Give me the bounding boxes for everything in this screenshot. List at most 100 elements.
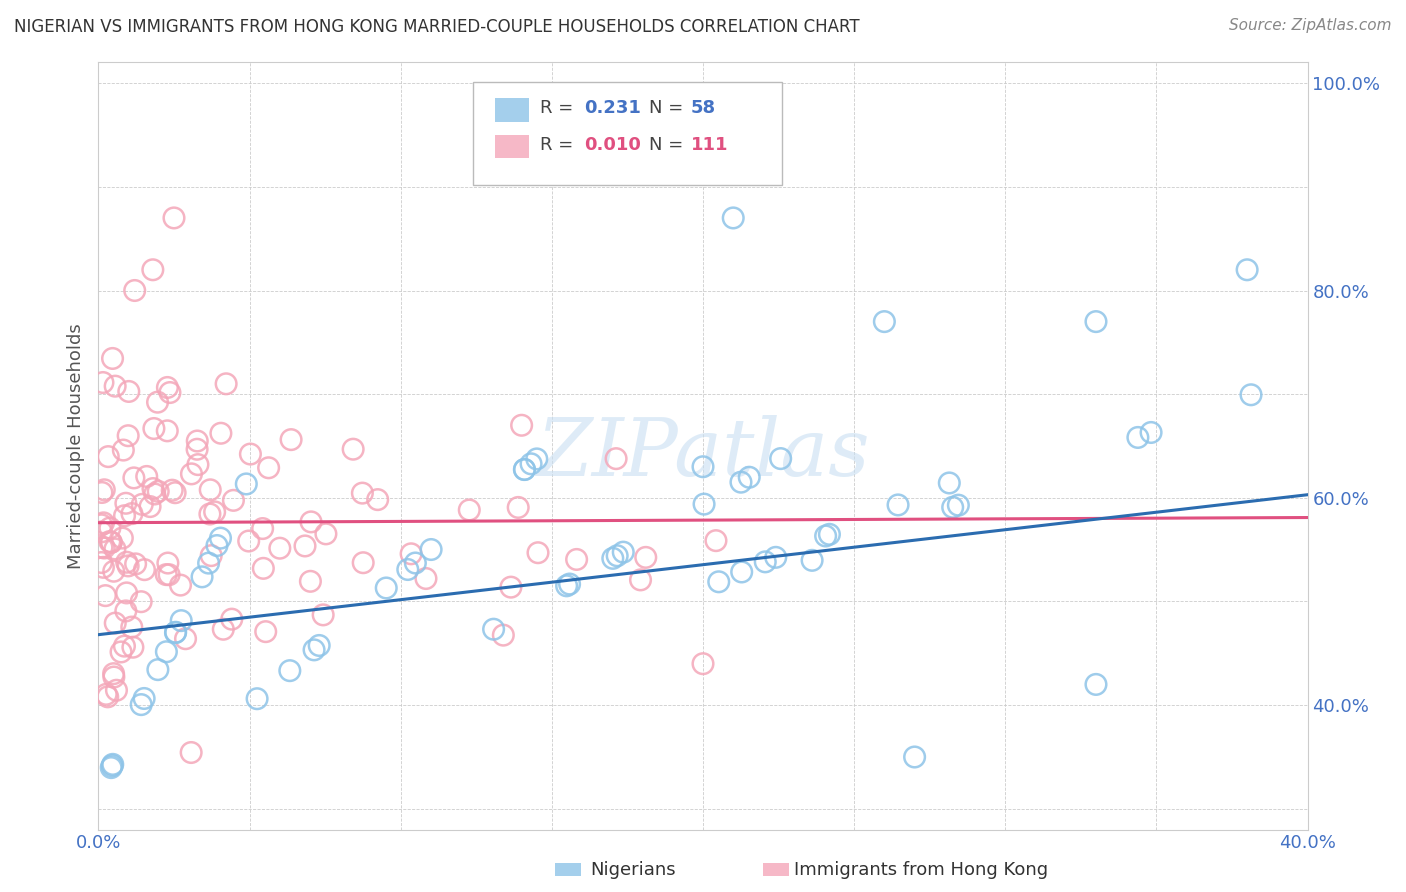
Point	[375, 581, 398, 595]
Point	[180, 746, 202, 760]
Point	[723, 211, 745, 225]
Point	[221, 612, 243, 626]
Point	[254, 624, 277, 639]
Point	[104, 541, 127, 556]
Point	[513, 462, 536, 476]
Point	[526, 451, 548, 466]
Point	[294, 539, 316, 553]
Point	[101, 758, 124, 772]
Point	[754, 555, 776, 569]
Point	[142, 262, 165, 277]
Point	[103, 670, 125, 684]
Point	[212, 622, 235, 636]
Point	[352, 486, 374, 500]
Point	[101, 351, 124, 366]
Point	[1236, 262, 1258, 277]
Text: R =: R =	[540, 100, 579, 118]
Point	[121, 507, 143, 521]
Point	[508, 500, 530, 515]
Point	[103, 564, 125, 578]
Point	[730, 475, 752, 490]
Point	[308, 639, 330, 653]
Point	[115, 555, 138, 569]
Text: 111: 111	[690, 136, 728, 154]
Point	[180, 467, 202, 481]
Point	[520, 457, 543, 471]
FancyBboxPatch shape	[495, 98, 529, 121]
Point	[731, 565, 754, 579]
Point	[134, 691, 156, 706]
Point	[111, 531, 134, 545]
Point	[692, 657, 714, 671]
Point	[105, 683, 128, 698]
Text: ZIPatlas: ZIPatlas	[536, 415, 870, 492]
Point	[938, 475, 960, 490]
Point	[124, 557, 146, 571]
Point	[420, 542, 443, 557]
Point	[942, 500, 965, 515]
Point	[252, 561, 274, 575]
Point	[222, 493, 245, 508]
Point	[246, 691, 269, 706]
Point	[415, 572, 437, 586]
Point	[186, 434, 208, 448]
Text: Nigerians: Nigerians	[591, 861, 676, 879]
Point	[612, 545, 634, 559]
Point	[630, 573, 652, 587]
Point	[93, 516, 115, 530]
Point	[156, 556, 179, 570]
Point	[115, 586, 138, 600]
Point	[155, 645, 177, 659]
Text: NIGERIAN VS IMMIGRANTS FROM HONG KONG MARRIED-COUPLE HOUSEHOLDS CORRELATION CHAR: NIGERIAN VS IMMIGRANTS FROM HONG KONG MA…	[14, 18, 859, 36]
Point	[235, 477, 257, 491]
Point	[873, 315, 896, 329]
Point	[904, 750, 927, 764]
Point	[605, 451, 627, 466]
Point	[1085, 677, 1108, 691]
Y-axis label: Married-couple Households: Married-couple Households	[66, 323, 84, 569]
Point	[97, 690, 120, 704]
Point	[104, 379, 127, 393]
Point	[186, 442, 208, 457]
Point	[101, 757, 124, 772]
Point	[404, 556, 426, 570]
Point	[93, 483, 115, 497]
Point	[513, 462, 536, 476]
Point	[143, 487, 166, 501]
Point	[209, 531, 232, 545]
Point	[215, 376, 238, 391]
Point	[352, 556, 374, 570]
Point	[197, 556, 219, 570]
Point	[114, 508, 136, 523]
Point	[90, 524, 112, 539]
Point	[692, 459, 714, 474]
Text: 58: 58	[690, 100, 716, 118]
Point	[1240, 388, 1263, 402]
Text: N =: N =	[648, 136, 689, 154]
Point	[252, 522, 274, 536]
Text: 0.231: 0.231	[585, 100, 641, 118]
Point	[103, 666, 125, 681]
Point	[159, 385, 181, 400]
Point	[299, 515, 322, 529]
Point	[98, 534, 121, 549]
Point	[100, 535, 122, 549]
Point	[204, 505, 226, 519]
Point	[97, 450, 120, 464]
Point	[765, 550, 787, 565]
Point	[114, 604, 136, 618]
Point	[302, 643, 325, 657]
Point	[90, 517, 112, 532]
Point	[96, 687, 118, 701]
Point	[187, 458, 209, 472]
Point	[499, 580, 522, 594]
Point	[93, 560, 115, 574]
Point	[269, 541, 291, 556]
Point	[510, 418, 533, 433]
Point	[121, 620, 143, 634]
Point	[200, 483, 222, 497]
Point	[131, 497, 153, 511]
Point	[157, 567, 180, 582]
Point	[769, 451, 792, 466]
Point	[163, 211, 186, 225]
